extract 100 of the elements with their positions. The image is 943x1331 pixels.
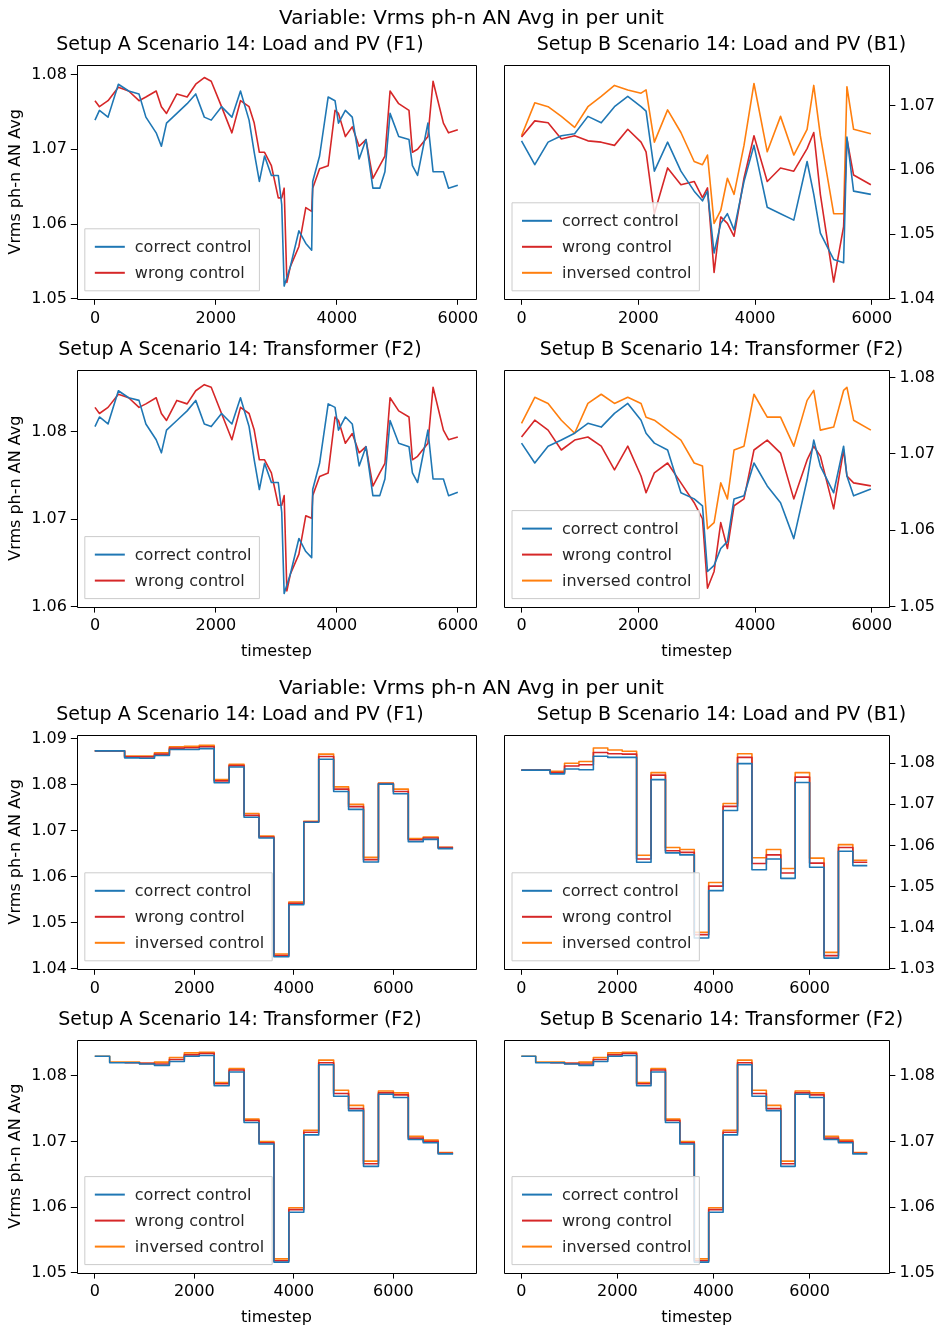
legend-label: correct control [562,210,679,230]
legend-label: correct control [134,880,252,900]
legend-label: wrong control [562,1210,672,1230]
chart-title: Setup A Scenario 14: Transformer (F2) [58,337,422,360]
y-tick-label: 1.06 [31,213,67,233]
x-tick-label: 4000 [316,615,358,635]
y-axis-title: Vrms ph-n AN Avg [4,1083,24,1229]
y2-tick-label: 1.06 [899,519,935,539]
x-tick-label: 2000 [195,307,237,327]
y-tick-label: 1.04 [31,957,67,977]
y2-tick-label: 1.03 [899,957,935,977]
y-tick-label: 1.07 [31,508,67,528]
y-tick-label: 1.09 [31,727,67,747]
legend-label: inversed control [562,1236,692,1256]
legend-label: correct control [134,1184,252,1204]
y-tick-label: 1.06 [31,865,67,885]
x-tick-label: 4000 [316,307,358,327]
y-axis-title: Vrms ph-n AN Avg [4,779,24,925]
y2-tick-label: 1.05 [899,875,935,895]
x-tick-label: 6000 [437,307,479,327]
x-tick-label: 0 [89,307,101,327]
y-tick-label: 1.05 [31,1261,67,1281]
chart-title: Setup B Scenario 14: Transformer (F2) [539,1007,904,1030]
x-tick-label: 0 [89,615,101,635]
legend-label: correct control [562,1184,679,1204]
x-tick-label: 0 [516,1281,527,1301]
y2-tick-label: 1.06 [899,159,935,179]
y2-tick-label: 1.05 [899,595,935,615]
x-axis-title: timestep [661,640,733,660]
x-tick-label: 2000 [597,977,638,997]
x-tick-label: 2000 [173,977,215,997]
y2-tick-label: 1.08 [899,752,935,772]
x-tick-label: 4000 [734,615,776,635]
chart-title: Setup A Scenario 14: Load and PV (F1) [56,702,424,725]
x-tick-label: 4000 [273,977,315,997]
x-tick-label: 2000 [597,1281,638,1301]
y2-tick-label: 1.07 [899,1130,935,1150]
legend-label: inversed control [562,570,692,590]
text: Variable: Vrms ph-n AN Avg in per unit [279,675,664,699]
legend-label: wrong control [134,1210,245,1230]
text: Variable: Vrms ph-n AN Avg in per unit [279,5,664,29]
legend-label: inversed control [562,262,692,282]
y-axis-title: Vrms ph-n AN Avg [4,109,24,255]
y2-tick-label: 1.07 [899,94,935,114]
x-tick-label: 2000 [173,1281,215,1301]
x-tick-label: 0 [89,1281,100,1301]
y2-tick-label: 1.04 [899,916,935,936]
x-tick-label: 4000 [693,977,734,997]
chart-title: Setup B Scenario 14: Load and PV (B1) [536,32,907,55]
chart-title: Setup B Scenario 14: Load and PV (B1) [536,702,907,725]
x-tick-label: 6000 [437,615,479,635]
legend-label: inversed control [134,932,265,952]
x-axis-title: timestep [241,640,312,660]
x-axis-title: timestep [661,1306,733,1326]
x-tick-label: 2000 [617,615,659,635]
legend-label: wrong control [562,906,672,926]
y-tick-label: 1.08 [31,1065,67,1085]
x-tick-label: 6000 [789,977,830,997]
x-tick-label: 4000 [734,307,776,327]
y-tick-label: 1.07 [31,138,67,158]
y2-tick-label: 1.07 [899,442,935,462]
legend-label: correct control [562,518,679,538]
x-tick-label: 4000 [273,1281,315,1301]
x-tick-label: 6000 [373,977,414,997]
x-tick-label: 0 [516,307,527,327]
x-tick-label: 0 [89,977,100,997]
y-tick-label: 1.08 [31,773,67,793]
legend-label: wrong control [134,570,245,590]
y2-tick-label: 1.08 [899,1065,935,1085]
legend-label: wrong control [562,544,672,564]
y2-tick-label: 1.06 [899,1196,935,1216]
legend-label: wrong control [562,236,672,256]
legend-label: correct control [134,544,252,564]
chart-title: Setup A Scenario 14: Load and PV (F1) [56,32,424,55]
x-tick-label: 0 [516,977,527,997]
legend-label: inversed control [562,932,692,952]
y2-tick-label: 1.05 [899,223,935,243]
legend-label: inversed control [134,1236,265,1256]
legend-label: correct control [562,880,679,900]
y-tick-label: 1.08 [31,63,67,83]
y-tick-label: 1.05 [31,287,67,307]
x-tick-label: 2000 [195,615,237,635]
legend-label: wrong control [134,906,245,926]
x-tick-label: 4000 [693,1281,734,1301]
y2-tick-label: 1.07 [899,793,935,813]
y2-tick-label: 1.04 [899,287,935,307]
chart-title: Setup B Scenario 14: Transformer (F2) [539,337,904,360]
x-tick-label: 6000 [851,307,893,327]
x-tick-label: 2000 [617,307,659,327]
y-tick-label: 1.07 [31,819,67,839]
chart-title: Setup A Scenario 14: Transformer (F2) [58,1007,422,1030]
legend-label: wrong control [134,262,245,282]
y-tick-label: 1.08 [31,421,67,440]
y-tick-label: 1.05 [31,911,67,931]
x-axis-title: timestep [241,1306,312,1326]
x-tick-label: 6000 [789,1281,830,1301]
y-axis-title: Vrms ph-n AN Avg [4,415,24,561]
x-tick-label: 6000 [373,1281,414,1301]
y2-tick-label: 1.05 [899,1261,935,1281]
y-tick-label: 1.07 [31,1130,67,1150]
